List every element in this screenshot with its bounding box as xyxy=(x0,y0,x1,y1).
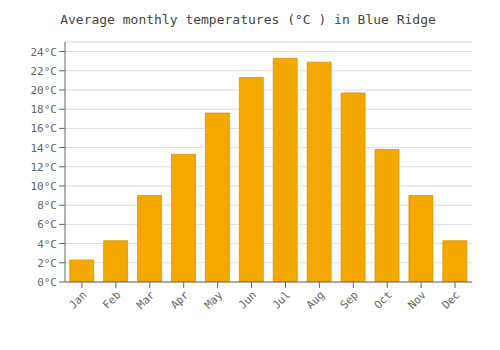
svg-text:Feb: Feb xyxy=(100,288,123,311)
svg-text:2°C: 2°C xyxy=(37,257,57,270)
svg-text:10°C: 10°C xyxy=(31,180,58,193)
svg-text:0°C: 0°C xyxy=(37,276,57,289)
svg-text:Sep: Sep xyxy=(338,288,361,311)
svg-text:12°C: 12°C xyxy=(31,161,58,174)
svg-text:Aug: Aug xyxy=(304,288,327,311)
svg-text:14°C: 14°C xyxy=(31,142,58,155)
svg-text:Oct: Oct xyxy=(372,288,395,311)
svg-text:Jun: Jun xyxy=(236,288,259,311)
svg-text:Dec: Dec xyxy=(439,288,462,311)
svg-text:May: May xyxy=(202,288,226,312)
svg-text:4°C: 4°C xyxy=(37,238,57,251)
html-text:Average monthly temperatures (: Average monthly temperatures (°C ) in Bl… xyxy=(60,12,436,27)
svg-text:Apr: Apr xyxy=(168,288,192,312)
svg-text:20°C: 20°C xyxy=(31,84,58,97)
svg-text:8°C: 8°C xyxy=(37,199,57,212)
svg-text:Jan: Jan xyxy=(66,288,89,311)
svg-text:24°C: 24°C xyxy=(31,46,58,59)
svg-text:Mar: Mar xyxy=(134,288,158,312)
svg-text:Jul: Jul xyxy=(270,288,293,311)
svg-text:16°C: 16°C xyxy=(31,122,58,135)
svg-text:18°C: 18°C xyxy=(31,103,58,116)
svg-text:22°C: 22°C xyxy=(31,65,58,78)
svg-text:6°C: 6°C xyxy=(37,218,57,231)
svg-text:Nov: Nov xyxy=(406,288,430,312)
